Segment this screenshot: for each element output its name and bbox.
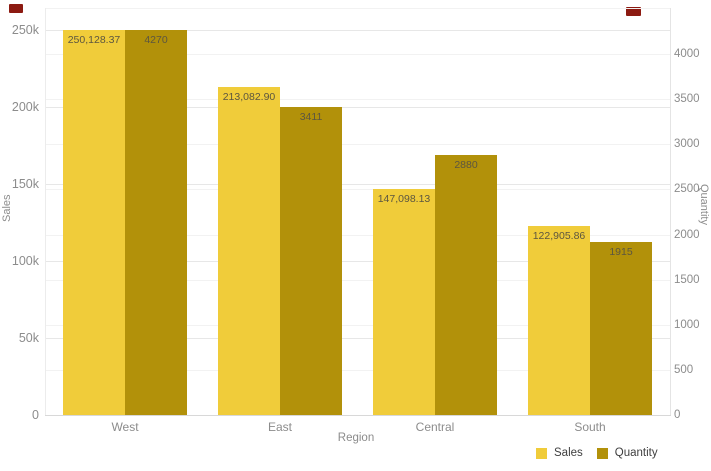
left-tick-50k: 50k: [18, 331, 39, 346]
right-tick-1000: 1000: [674, 318, 700, 331]
corner-mark-right: [626, 7, 641, 16]
left-tick-150k: 150k: [11, 177, 39, 192]
legend-label-sales: Sales: [554, 447, 583, 459]
category-label-west: West: [111, 420, 139, 434]
left-axis-title: Sales: [1, 194, 13, 222]
x-axis-title: Region: [337, 432, 375, 444]
right-tick-2000: 2000: [674, 228, 700, 241]
category-label-south: South: [574, 420, 606, 434]
plot-border-top: [45, 8, 670, 9]
bar-quantity-central[interactable]: [435, 155, 497, 415]
left-axis-line: [45, 8, 46, 415]
right-tick-3000: 3000: [674, 138, 700, 151]
bar-quantity-east[interactable]: [280, 107, 342, 415]
bar-quantity-south[interactable]: [590, 242, 652, 415]
left-tick-200k: 200k: [11, 100, 39, 115]
legend-swatch-sales: [536, 447, 547, 459]
legend-swatch-quantity: [596, 447, 608, 459]
right-tick-500: 500: [674, 363, 694, 376]
left-tick-100k: 100k: [11, 254, 39, 269]
bar-sales-west[interactable]: [63, 30, 125, 415]
x-axis-line: [45, 415, 671, 416]
bar-quantity-west[interactable]: [125, 29, 187, 415]
legend-item-quantity[interactable]: Quantity: [596, 444, 658, 462]
right-tick-0: 0: [674, 409, 681, 421]
bar-sales-central[interactable]: [373, 188, 435, 415]
bar-sales-south[interactable]: [528, 225, 590, 415]
bar-sales-east[interactable]: [218, 87, 280, 415]
left-tick-250k: 250k: [11, 23, 39, 38]
right-tick-3500: 3500: [674, 93, 700, 106]
right-axis-title: Quantity: [698, 184, 710, 225]
right-tick-1500: 1500: [674, 273, 700, 286]
right-tick-4000: 4000: [674, 48, 700, 60]
legend-label-quantity: Quantity: [614, 447, 658, 459]
legend: Sales Quantity: [536, 444, 672, 462]
left-tick-0: 0: [32, 408, 39, 422]
corner-mark-left: [9, 4, 23, 13]
right-axis-line: [670, 8, 671, 415]
legend-item-sales[interactable]: Sales: [536, 444, 583, 462]
